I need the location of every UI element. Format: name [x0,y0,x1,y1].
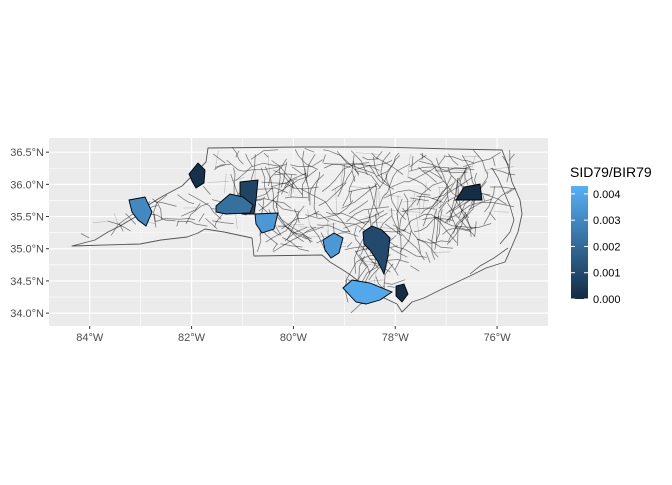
y-tick-label: 35.0°N [10,244,44,256]
legend-tick-label: 0.003 [593,215,621,227]
legend-tick-label: 0.002 [593,241,621,253]
x-tick-label: 78°W [382,332,410,344]
y-tick-label: 34.5°N [10,276,44,288]
x-tick-label: 82°W [178,332,206,344]
y-tick-label: 35.5°N [10,212,44,224]
y-tick-label: 34.0°N [10,308,44,320]
road-segment [422,153,423,160]
y-tick-label: 36.5°N [10,147,44,159]
legend-tick-label: 0.004 [593,189,621,201]
x-tick-label: 80°W [280,332,308,344]
legend-tick-label: 0.001 [593,268,621,280]
legend-colorbar [571,186,588,299]
x-tick-label: 76°W [484,332,512,344]
y-axis: 36.5°N 36.0°N 35.5°N 35.0°N 34.5°N 34.0°N [10,147,49,320]
legend: SID79/BIR79 0.004 0.003 0.002 0.001 0.000 [570,164,652,306]
legend-title: SID79/BIR79 [570,164,652,180]
x-axis: 84°W 82°W 80°W 78°W 76°W [76,326,511,344]
legend-tick-label: 0.000 [593,294,621,306]
y-tick-label: 36.0°N [10,179,44,191]
x-tick-label: 84°W [76,332,104,344]
